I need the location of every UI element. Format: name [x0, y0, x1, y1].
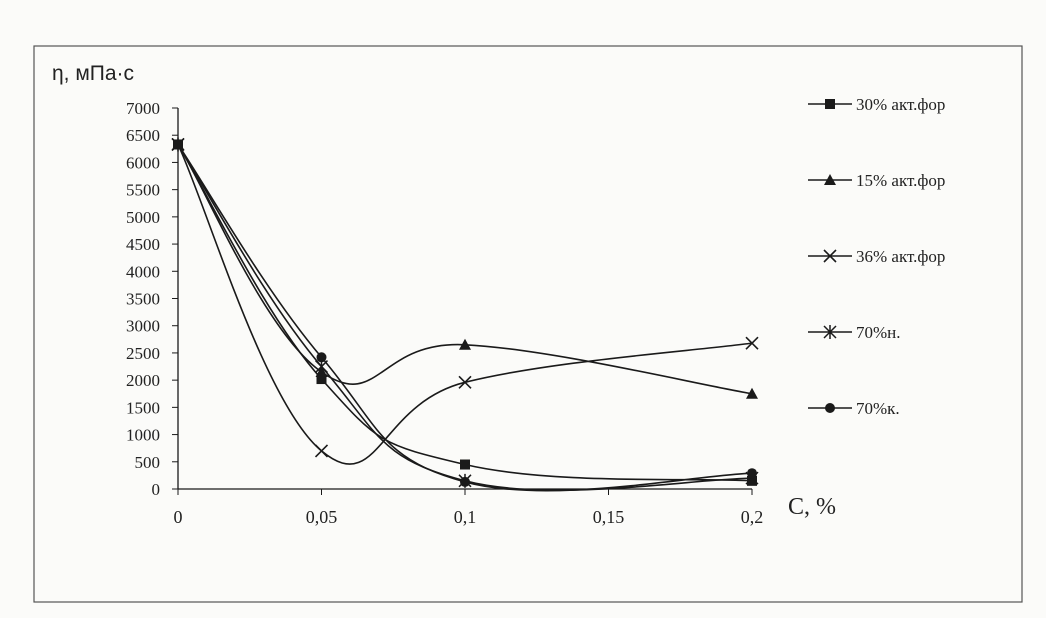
- legend-marker: [825, 403, 835, 413]
- y-tick-label: 5500: [126, 181, 160, 200]
- series-2: [172, 138, 758, 399]
- legend-label: 30% акт.фор: [856, 95, 945, 114]
- y-tick-label: 2500: [126, 344, 160, 363]
- legend-label: 70%н.: [856, 323, 901, 342]
- legend-entry: 70%к.: [808, 399, 900, 418]
- legend-label: 70%к.: [856, 399, 900, 418]
- y-tick-label: 7000: [126, 99, 160, 118]
- data-point: [747, 468, 757, 479]
- x-tick-label: 0,05: [306, 507, 338, 527]
- y-tick-label: 6000: [126, 153, 160, 172]
- y-axis-label: η, мПа·с: [52, 62, 134, 85]
- data-point: [460, 476, 470, 487]
- legend-marker: [823, 249, 837, 263]
- series-line: [177, 144, 753, 491]
- data-point: [316, 352, 327, 363]
- x-tick-label: 0,1: [454, 507, 477, 527]
- legend-marker: [825, 99, 835, 109]
- data-point: [173, 139, 183, 150]
- y-axis-ticks: 0 500 1000 1500 2000 2500 3000 3500 4000 4500 5000…: [126, 99, 178, 499]
- data-point: [745, 336, 759, 350]
- legend-label: 36% акт.фор: [856, 247, 945, 266]
- legend-label: 15% акт.фор: [856, 171, 945, 190]
- y-tick-label: 0: [152, 480, 161, 499]
- legend-entry: 70%н.: [808, 323, 901, 342]
- y-tick-label: 4500: [126, 235, 160, 254]
- series-5: [173, 139, 757, 492]
- data-point: [460, 459, 470, 470]
- series-1: [173, 139, 757, 486]
- y-tick-label: 3500: [126, 290, 160, 309]
- series-3: [171, 137, 759, 465]
- y-tick-label: 6500: [126, 126, 160, 145]
- chart-frame: [33, 45, 1023, 603]
- data-point: [314, 444, 329, 458]
- legend-marker: [824, 174, 836, 185]
- legend-entry: 36% акт.фор: [808, 247, 945, 266]
- legend-entry: 15% акт.фор: [808, 171, 945, 190]
- y-tick-label: 2000: [126, 371, 160, 390]
- y-tick-label: 5000: [126, 208, 160, 227]
- data-point: [458, 375, 472, 389]
- series-line: [177, 144, 753, 482]
- x-axis-label: C, %: [788, 494, 836, 520]
- data-point: [459, 338, 471, 350]
- data-point: [746, 387, 758, 399]
- x-tick-label: 0: [174, 507, 183, 527]
- series-line: [177, 144, 753, 465]
- x-tick-label: 0,15: [593, 507, 625, 527]
- y-tick-label: 3000: [126, 317, 160, 336]
- legend-entry: 30% акт.фор: [808, 95, 945, 114]
- legend: 30% акт.фор 15% акт.фор 36% акт.фор 70%н. 70…: [808, 95, 945, 418]
- y-tick-label: 500: [135, 453, 161, 472]
- y-tick-label: 1000: [126, 426, 160, 445]
- x-axis-ticks: 0 0,05 0,1 0,15 0,2: [174, 489, 764, 527]
- y-tick-label: 1500: [126, 398, 160, 417]
- series-4: [171, 137, 759, 491]
- y-tick-label: 4000: [126, 262, 160, 281]
- legend-marker: [823, 325, 837, 339]
- x-tick-label: 0,2: [741, 507, 764, 527]
- data-point: [316, 374, 327, 385]
- series-line: [177, 144, 753, 395]
- series-group: [171, 137, 759, 492]
- series-line: [177, 144, 753, 492]
